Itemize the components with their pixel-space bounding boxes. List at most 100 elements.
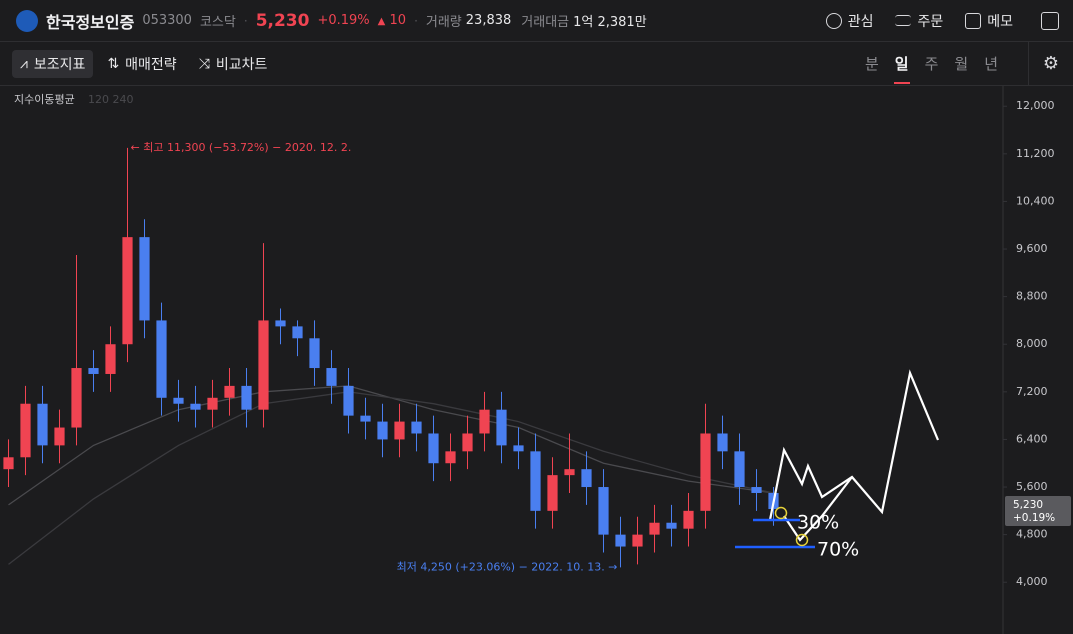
moving-average	[8, 385, 774, 506]
candle-body	[394, 421, 405, 440]
separator: ·	[243, 13, 248, 28]
candle-body	[37, 403, 48, 446]
settings-button[interactable]: ⚙	[1028, 41, 1073, 86]
candle-body	[326, 368, 337, 386]
price-tag: 5,230+0.19%	[1005, 496, 1071, 527]
amount-label: 거래대금	[521, 15, 570, 30]
candle-body	[700, 433, 711, 511]
y-tick-label: 12,000	[1016, 99, 1055, 112]
period-tab[interactable]: 주	[924, 55, 939, 73]
period-tab[interactable]: 분	[864, 55, 879, 73]
candle-body	[564, 469, 575, 476]
period-tab[interactable]: 월	[954, 55, 969, 73]
candle-body	[445, 451, 456, 464]
candle-body	[411, 421, 422, 434]
stock-name: 한국정보인증	[46, 12, 135, 32]
icon	[895, 15, 912, 26]
candle-body	[547, 475, 558, 511]
marker	[795, 533, 809, 547]
high-annotation: ← 최고 11,300 (−53.72%) − 2020. 12. 2.	[131, 141, 352, 154]
drawing-label: 30%	[797, 512, 839, 534]
candle-body	[258, 320, 269, 410]
candle-body	[496, 409, 507, 446]
y-tick-label: 5,600	[1016, 480, 1048, 493]
y-tick-label: 7,200	[1016, 385, 1048, 398]
amount: 1억 2,381만	[573, 15, 647, 30]
y-tick-label: 9,600	[1016, 242, 1048, 255]
candle-body	[666, 522, 677, 529]
candle-body	[683, 510, 694, 529]
icon	[1041, 11, 1059, 30]
label: 매매전략	[125, 56, 177, 73]
logo	[16, 9, 38, 32]
candle-body	[122, 237, 133, 345]
y-tick-label: 11,200	[1016, 147, 1055, 160]
candle-body	[54, 427, 65, 446]
up-arrow: ▲	[377, 16, 386, 27]
user-drawings: 30% 70%	[735, 369, 940, 561]
change-pct: +0.19%	[317, 13, 370, 28]
label: 보조지표	[33, 56, 86, 73]
stock-code: 053300	[142, 13, 192, 28]
label: 주문	[917, 13, 944, 30]
indicator-params: 120 240	[88, 93, 134, 106]
candle-body	[20, 403, 31, 458]
icon: ⇅	[107, 55, 120, 72]
candle-body	[360, 415, 371, 422]
y-tick-label: 4,000	[1016, 575, 1048, 588]
candle-body	[3, 457, 14, 470]
order-button[interactable]: 주문	[895, 11, 943, 31]
candle-body	[751, 487, 762, 493]
price-tag-price: 5,230	[1013, 499, 1043, 511]
candle-body	[88, 368, 99, 374]
label: 관심	[847, 13, 874, 30]
icon: ⤨	[198, 55, 210, 72]
memo-button[interactable]: 메모	[965, 11, 1013, 31]
candle-body	[734, 451, 745, 488]
panel-toggle[interactable]	[1041, 11, 1059, 30]
candle-body	[530, 451, 541, 511]
y-tick-label: 10,400	[1016, 194, 1055, 207]
projection-line	[783, 476, 853, 542]
price-tag-box	[1005, 496, 1071, 527]
stock-header: 한국정보인증 053300 코스닥 · 5,230 +0.19% ▲ 10 · …	[0, 0, 1073, 42]
candle-body	[71, 368, 82, 428]
watch-button[interactable]: 관심	[825, 11, 874, 31]
indicator-button[interactable]: ⩘ 보조지표	[12, 49, 94, 78]
icon	[965, 12, 982, 29]
low-annotation: 최저 4,250 (+23.06%) − 2022. 10. 13. →	[397, 560, 618, 573]
y-tick-label: 6,400	[1016, 432, 1048, 445]
candle-body	[513, 445, 524, 452]
candle-body	[292, 326, 303, 339]
indicator-name: 지수이동평균	[14, 93, 75, 106]
candle-body	[428, 433, 439, 464]
change: ▲ 10	[378, 13, 406, 28]
icon: ⩘	[20, 55, 28, 72]
candle-body	[139, 237, 150, 321]
label: 비교차트	[215, 56, 268, 73]
period-tab[interactable]: 일	[893, 55, 910, 84]
change-value: 10	[389, 13, 407, 28]
chart: 지수이동평균 120 240 4,000 4,800 5,600 6,400 7,200…	[3, 86, 1071, 634]
separator: ·	[414, 13, 418, 28]
candle-body	[598, 487, 609, 535]
icon	[825, 12, 842, 29]
candle-body	[717, 433, 728, 452]
y-tick-label: 8,000	[1016, 337, 1048, 350]
candle-body	[156, 320, 167, 398]
candle-body	[462, 433, 473, 452]
candle-body	[632, 534, 643, 547]
candle-body	[615, 534, 626, 547]
marker	[774, 506, 788, 520]
market: 코스닥	[199, 15, 236, 30]
period-tab[interactable]: 년	[984, 55, 998, 73]
compare-button[interactable]: ⤨ 비교차트	[191, 50, 276, 78]
y-tick-label: 4,800	[1016, 528, 1048, 541]
candle-body	[207, 397, 218, 410]
y-tick-label: 8,800	[1016, 290, 1048, 303]
strategy-button[interactable]: ⇅ 매매전략	[99, 50, 184, 78]
candle-body	[309, 338, 320, 369]
candle-body	[343, 385, 354, 416]
candle-body	[190, 403, 201, 410]
